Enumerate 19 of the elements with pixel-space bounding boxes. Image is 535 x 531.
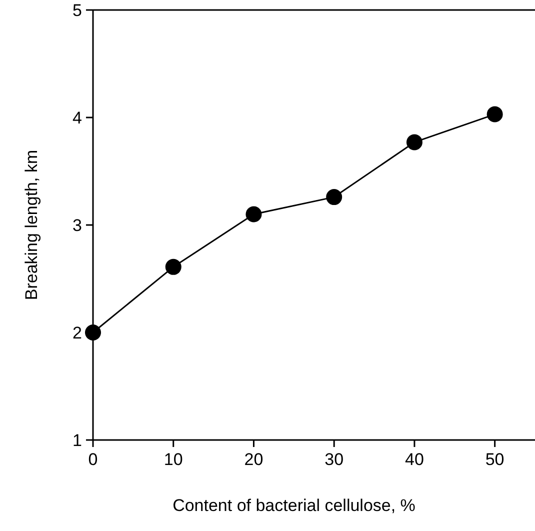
point xyxy=(486,106,503,122)
y-tick-label: 4 xyxy=(72,108,82,128)
point xyxy=(246,206,262,222)
x-tick-label: 40 xyxy=(404,450,424,469)
point xyxy=(326,189,342,206)
point xyxy=(406,134,422,150)
y-axis-title: Breaking length, km xyxy=(22,150,41,300)
y-tick-label: 2 xyxy=(72,323,82,342)
point xyxy=(85,324,101,340)
y-tick-label: 3 xyxy=(72,216,82,235)
x-tick-label: 10 xyxy=(164,450,183,469)
y-tick-label: 1 xyxy=(72,430,82,450)
x-axis-title: Content of bacterial cellulose, % xyxy=(172,496,416,515)
point xyxy=(165,258,182,275)
x-tick-label: 20 xyxy=(244,450,264,469)
x-tick-label: 0 xyxy=(88,450,98,469)
y-tick-label: 5 xyxy=(72,0,82,20)
x-tick-label: 50 xyxy=(485,450,504,469)
x-tick-label: 30 xyxy=(324,450,344,469)
